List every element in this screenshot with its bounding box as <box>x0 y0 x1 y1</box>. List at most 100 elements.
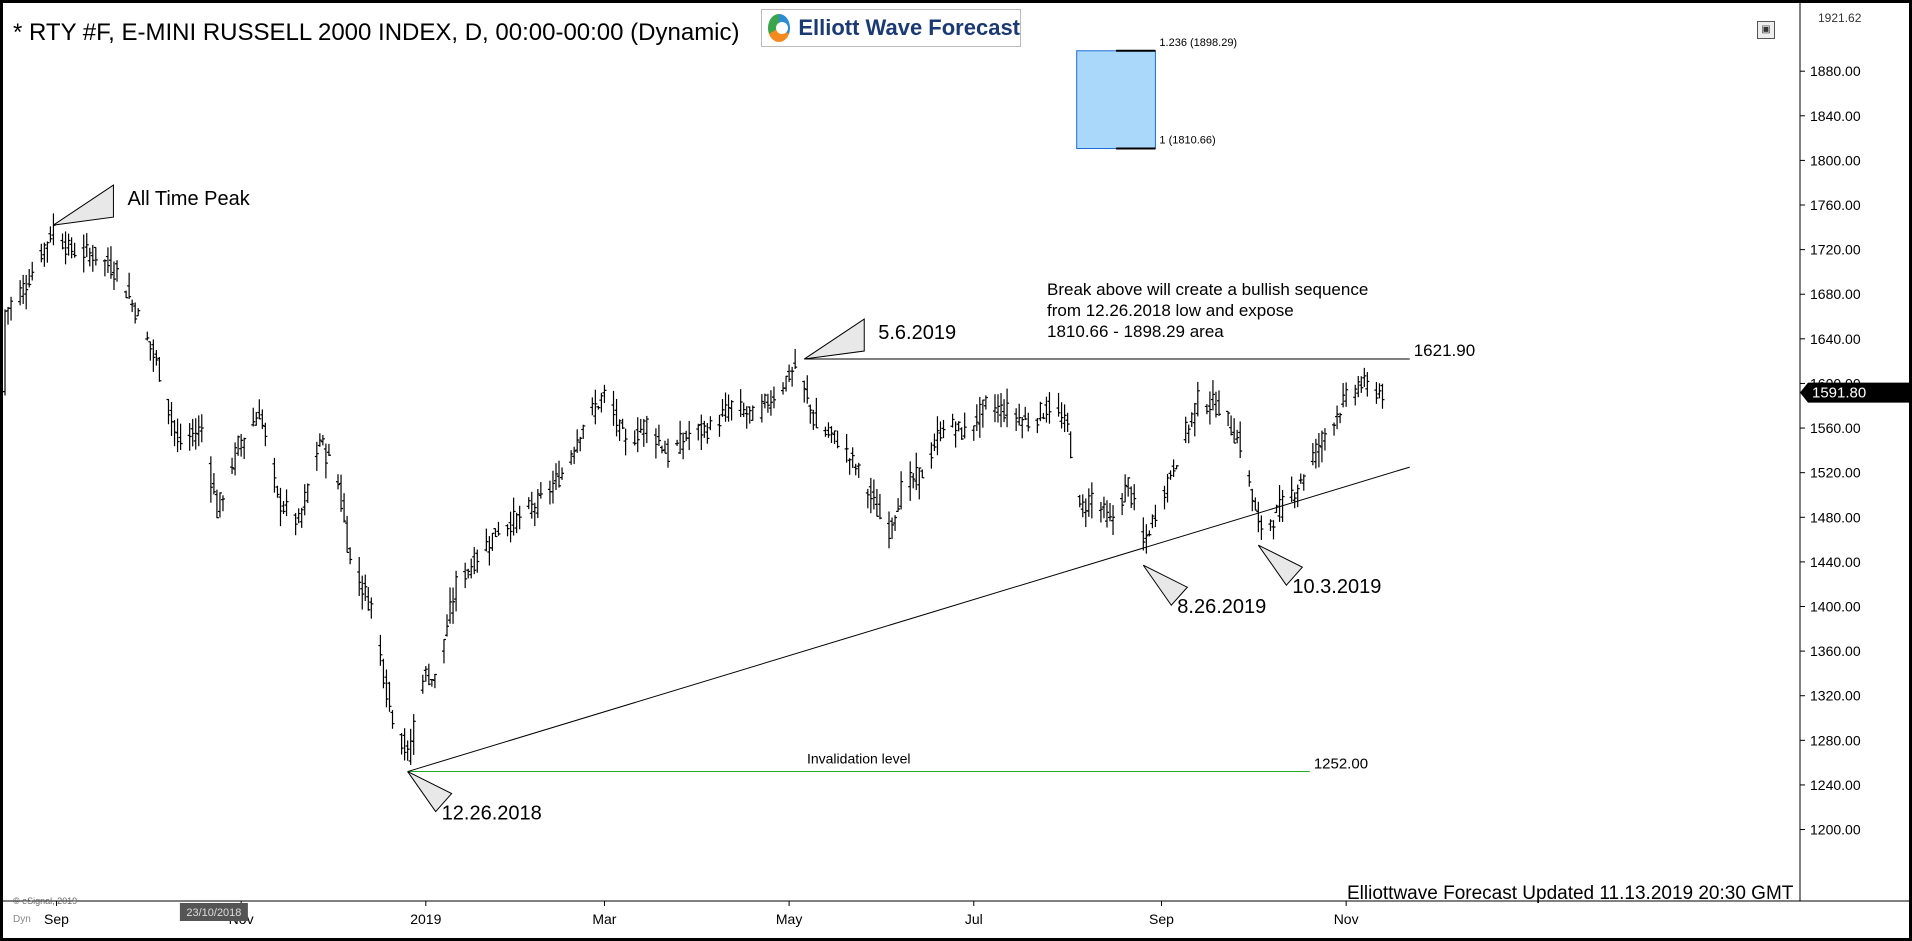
ohlc-bar <box>771 386 776 409</box>
ohlc-bar <box>1041 412 1046 420</box>
ohlc-bar <box>145 331 150 341</box>
ohlc-bar <box>1014 408 1019 432</box>
ohlc-bar <box>305 483 310 503</box>
ohlc-bar <box>166 398 171 425</box>
ohlc-bar <box>463 562 468 589</box>
ohlc-bar <box>675 439 680 447</box>
y-tick-label: 1880.00 <box>1810 63 1861 79</box>
ohlc-bar <box>30 261 35 281</box>
ohlc-bar <box>614 398 619 437</box>
ohlc-bar <box>908 461 913 501</box>
ohlc-bar <box>1104 500 1109 528</box>
ohlc-bar <box>102 259 107 277</box>
ohlc-bar <box>602 384 607 404</box>
ohlc-bar <box>18 280 23 306</box>
ohlc-bar <box>557 460 562 488</box>
ohlc-bar <box>1322 428 1327 451</box>
ohlc-bar <box>977 396 982 438</box>
ohlc-bar <box>190 418 195 447</box>
y-tick-label: 1680.00 <box>1810 286 1861 302</box>
ohlc-bar <box>1086 488 1091 517</box>
ohlc-bar <box>263 422 268 447</box>
ohlc-bar <box>124 290 129 299</box>
ohlc-bar <box>874 488 879 517</box>
ohlc-bar <box>390 710 395 729</box>
ohlc-bar <box>1338 412 1343 424</box>
ohlc-bar <box>360 575 365 610</box>
ohlc-bar <box>717 414 722 437</box>
ohlc-bar <box>1268 519 1273 532</box>
ohlc-bar <box>1247 470 1252 487</box>
ohlc-bar <box>980 399 985 428</box>
ohlc-bar <box>317 433 322 447</box>
ohlc-bar <box>284 489 289 517</box>
ohlc-bar <box>850 447 855 468</box>
ohlc-bar <box>1210 380 1215 411</box>
ohlc-bar <box>81 234 86 273</box>
ohlc-bar <box>1174 465 1179 470</box>
ohlc-bar <box>127 272 132 299</box>
ohlc-bar <box>941 419 946 439</box>
ohlc-bar <box>1341 382 1346 408</box>
ohlc-bar <box>60 233 65 250</box>
ohlc-bar <box>90 244 95 272</box>
ohlc-bar <box>208 456 213 503</box>
ohlc-bar <box>787 364 792 383</box>
ohlc-bar <box>526 497 531 510</box>
ohlc-bar <box>581 424 586 439</box>
ohlc-bar <box>547 480 552 505</box>
ohlc-bar <box>844 433 849 463</box>
ohlc-bar <box>1038 401 1043 422</box>
ohlc-bar <box>750 405 755 421</box>
y-tick-label: 1200.00 <box>1810 822 1861 838</box>
ohlc-bar <box>684 430 689 442</box>
ohlc-bar <box>653 428 658 459</box>
ohlc-bar <box>1362 367 1367 387</box>
ohlc-bar <box>847 458 852 475</box>
annotation-label: 12.26.2018 <box>442 803 542 825</box>
ohlc-bar <box>1316 433 1321 468</box>
ohlc-bar <box>1020 417 1025 439</box>
ohlc-bar <box>935 416 940 456</box>
annotation-pointer <box>1142 564 1189 607</box>
ohlc-bar <box>593 389 598 425</box>
ohlc-bar <box>475 549 480 573</box>
invalidation-level-label: Invalidation level <box>807 751 911 767</box>
y-tick-label: 1760.00 <box>1810 197 1861 213</box>
ohlc-bar <box>702 420 707 438</box>
ohlc-bar <box>1186 424 1191 444</box>
ohlc-bar <box>1056 392 1061 417</box>
x-tick-label: Jul <box>965 911 983 927</box>
ohlc-bar <box>1365 372 1370 397</box>
price-chart[interactable]: 1200.00 1240.00 1280.00 1320.00 1360.00 1400.… <box>3 3 1909 938</box>
ohlc-bar <box>553 463 558 491</box>
ohlc-bar <box>278 487 283 527</box>
ohlc-bar <box>1289 476 1294 503</box>
ohlc-bar <box>1235 429 1240 444</box>
ohlc-bar <box>326 443 331 457</box>
ohlc-bar <box>529 491 534 519</box>
ohlc-bar <box>1035 417 1040 434</box>
ohlc-bar <box>611 390 616 426</box>
annotation-pointer <box>407 771 453 813</box>
ohlc-bar <box>469 558 474 579</box>
ohlc-bar <box>560 467 565 480</box>
ohlc-bar <box>623 428 628 456</box>
ohlc-bar <box>296 508 301 524</box>
ohlc-bar <box>617 419 622 441</box>
ohlc-bar <box>765 393 770 413</box>
y-tick-label: 1840.00 <box>1810 108 1861 124</box>
ohlc-bar <box>9 296 14 321</box>
ohlc-bar <box>496 521 501 536</box>
ohlc-bar <box>111 261 116 290</box>
ohlc-bar <box>366 587 371 611</box>
ohlc-bar <box>723 392 728 422</box>
ohlc-bar <box>1005 388 1010 428</box>
top-price-label: 1921.62 <box>1818 11 1862 25</box>
maximize-icon[interactable]: ▣ <box>1757 21 1775 39</box>
ohlc-bar <box>829 426 834 443</box>
ohlc-bar <box>1065 412 1070 433</box>
ohlc-bar <box>762 393 767 409</box>
ohlc-bar <box>251 407 256 427</box>
ohlc-bar <box>257 399 262 420</box>
